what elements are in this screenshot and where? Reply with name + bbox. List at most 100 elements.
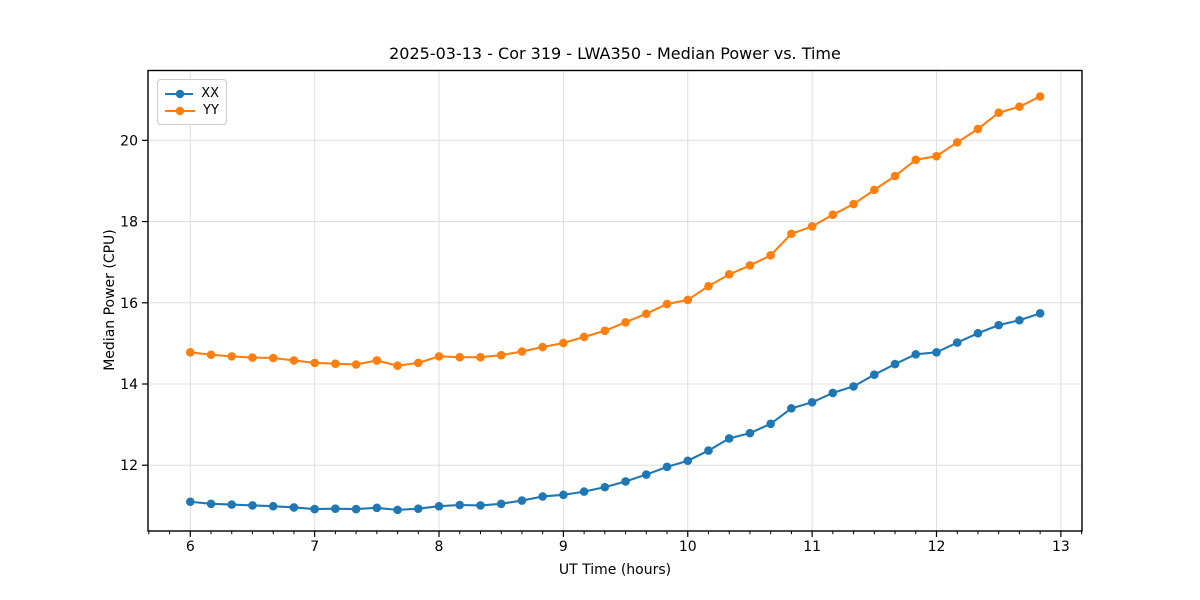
data-point-xx — [849, 382, 858, 391]
data-point-xx — [227, 500, 237, 509]
data-point-xx — [994, 320, 1003, 330]
data-point-yy — [289, 356, 299, 365]
data-point-xx — [393, 505, 402, 515]
data-point-yy — [227, 352, 237, 361]
data-point-xx — [600, 482, 610, 492]
data-point-xx — [932, 348, 941, 357]
data-point-xx — [642, 470, 651, 479]
data-point-yy — [372, 356, 382, 365]
data-point-yy — [952, 138, 962, 147]
data-point-xx — [662, 462, 672, 472]
data-point-yy — [870, 185, 879, 195]
data-point-yy — [621, 317, 630, 327]
data-point-xx — [206, 499, 216, 509]
data-point-xx — [870, 370, 879, 379]
legend-label-yy: YY — [203, 103, 219, 118]
data-point-xx — [248, 501, 257, 510]
gridlines — [148, 70, 1082, 531]
data-point-xx — [911, 350, 921, 359]
data-point-yy — [704, 281, 713, 291]
data-point-yy — [724, 270, 734, 279]
data-point-yy — [766, 250, 775, 260]
data-point-yy — [206, 350, 216, 360]
axes-frame — [147, 69, 1083, 532]
x-axis-ticks: 6 7 8 9 10 11 12 13 — [186, 531, 1070, 555]
data-point-yy — [994, 108, 1003, 118]
data-point-xx — [289, 503, 299, 512]
data-point-xx — [766, 419, 775, 429]
data-point-yy — [600, 326, 610, 336]
data-point-yy — [683, 295, 693, 305]
data-point-xx — [455, 500, 465, 510]
data-point-xx — [973, 328, 983, 338]
data-point-yy — [496, 350, 506, 360]
data-point-yy — [849, 199, 858, 209]
data-point-yy — [1015, 102, 1024, 111]
data-point-xx — [496, 499, 506, 509]
data-point-yy — [538, 342, 547, 352]
legend-swatch-yy-icon — [165, 106, 195, 115]
data-point-xx — [890, 359, 900, 369]
x-tick-label: 7 — [310, 539, 319, 555]
data-point-yy — [351, 360, 361, 369]
data-point-yy — [559, 338, 568, 348]
x-tick-label: 6 — [186, 539, 195, 555]
data-point-yy — [662, 299, 672, 309]
y-tick-label: 20 — [120, 133, 138, 149]
data-point-xx — [413, 504, 423, 513]
data-point-yy — [807, 222, 817, 231]
data-point-xx — [434, 501, 444, 511]
data-point-xx — [807, 397, 817, 407]
data-point-yy — [455, 352, 465, 362]
data-point-yy — [248, 353, 257, 362]
data-point-yy — [642, 309, 651, 319]
y-axis-ticks: 12 14 16 18 20 — [120, 133, 148, 474]
data-point-yy — [579, 332, 589, 342]
data-point-yy — [911, 155, 921, 165]
data-point-xx — [517, 496, 527, 505]
data-point-xx — [621, 477, 630, 486]
data-point-yy — [310, 358, 319, 368]
data-point-xx — [724, 434, 734, 443]
data-point-yy — [890, 171, 900, 181]
x-tick-label: 13 — [1052, 539, 1070, 555]
data-point-xx — [372, 503, 382, 513]
y-tick-label: 14 — [120, 377, 138, 393]
data-point-xx — [1015, 315, 1024, 325]
legend-swatch-xx-icon — [165, 89, 194, 98]
data-point-yy — [268, 353, 278, 363]
y-tick-label: 18 — [120, 215, 138, 231]
x-tick-label: 8 — [435, 539, 444, 555]
data-point-xx — [538, 492, 547, 501]
series-markers-yy — [185, 92, 1045, 371]
x-tick-label: 12 — [928, 539, 946, 555]
data-point-xx — [745, 428, 755, 438]
data-point-xx — [476, 501, 485, 510]
data-point-yy — [787, 229, 796, 239]
legend-item-xx: XX — [165, 87, 219, 100]
data-point-xx — [683, 456, 693, 466]
legend-item-yy: YY — [165, 104, 219, 117]
y-tick-label: 16 — [120, 296, 138, 312]
series-line-xx — [189, 312, 1042, 511]
data-point-xx — [704, 446, 713, 455]
x-tick-label: 11 — [803, 539, 821, 555]
data-point-xx — [310, 504, 319, 514]
legend-label-xx: XX — [201, 86, 219, 101]
data-point-xx — [579, 487, 589, 496]
x-axis-minor-ticks — [148, 531, 1083, 535]
series-line-yy — [189, 95, 1042, 367]
data-point-yy — [331, 359, 340, 368]
data-point-yy — [413, 358, 423, 368]
legend: XX YY — [157, 79, 227, 125]
x-axis-label: UT Time (hours) — [558, 562, 672, 578]
series-markers-xx — [185, 309, 1045, 515]
data-point-yy — [1035, 92, 1045, 101]
data-point-yy — [476, 352, 485, 362]
data-point-xx — [351, 504, 361, 514]
data-point-yy — [517, 347, 527, 356]
chart-title: 2025-03-13 - Cor 319 - LWA350 - Median P… — [389, 44, 841, 63]
y-tick-label: 12 — [120, 458, 138, 474]
